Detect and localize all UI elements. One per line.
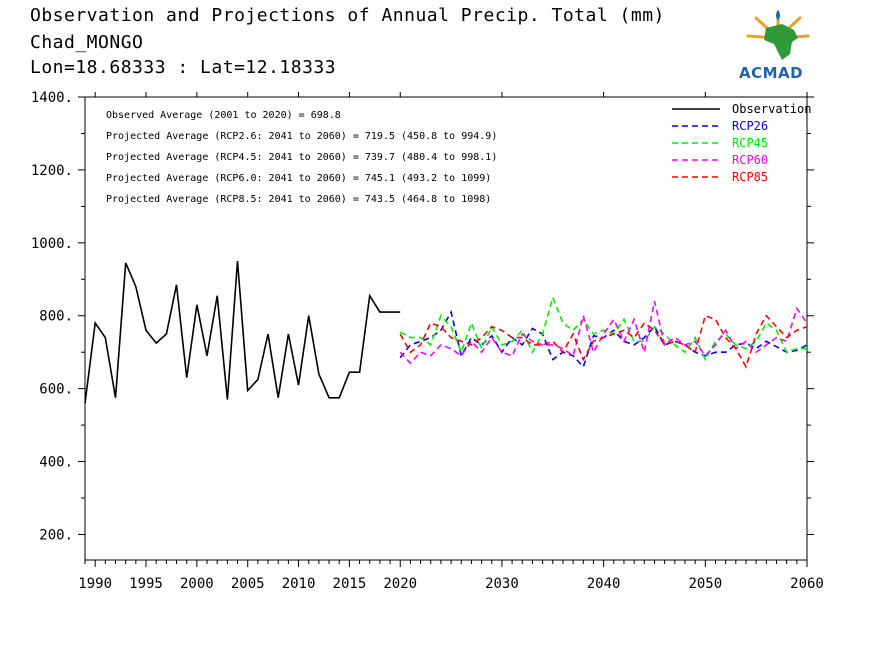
y-tick-label: 1200. bbox=[31, 163, 73, 179]
y-tick-label: 400. bbox=[39, 455, 73, 471]
y-tick-label: 600. bbox=[39, 382, 73, 398]
average-annotation: Projected Average (RCP8.5: 2041 to 2060)… bbox=[106, 194, 491, 205]
y-tick-label: 1000. bbox=[31, 236, 73, 252]
average-annotation: Projected Average (RCP2.6: 2041 to 2060)… bbox=[106, 131, 497, 142]
series-line-rcp45 bbox=[399, 294, 807, 362]
x-tick-label: 2040 bbox=[587, 576, 621, 592]
legend-label-rcp26: RCP26 bbox=[732, 119, 768, 133]
average-annotation: Projected Average (RCP6.0: 2041 to 2060)… bbox=[106, 173, 491, 184]
x-tick-label: 2000 bbox=[180, 576, 214, 592]
legend-label-rcp60: RCP60 bbox=[732, 153, 768, 167]
legend-label-rcp85: RCP85 bbox=[732, 170, 768, 184]
x-tick-label: 2050 bbox=[688, 576, 722, 592]
average-annotation: Observed Average (2001 to 2020) = 698.8 bbox=[106, 110, 341, 121]
station-name: Chad_MONGO bbox=[30, 32, 144, 53]
x-tick-label: 2015 bbox=[333, 576, 367, 592]
acmad-logo bbox=[738, 8, 818, 83]
plot-frame bbox=[84, 96, 808, 561]
x-tick-label: 2060 bbox=[790, 576, 824, 592]
acmad-logo-text: ACMAD bbox=[739, 64, 804, 82]
y-tick-label: 1400. bbox=[31, 90, 73, 106]
station-coordinates: Lon=18.68333 : Lat=12.18333 bbox=[30, 57, 337, 78]
series-line-rcp60 bbox=[399, 301, 808, 365]
x-tick-label: 2010 bbox=[282, 576, 316, 592]
x-tick-label: 2020 bbox=[383, 576, 417, 592]
y-tick-label: 200. bbox=[39, 527, 73, 543]
average-annotation: Projected Average (RCP4.5: 2041 to 2060)… bbox=[106, 152, 497, 163]
x-tick-label: 2005 bbox=[231, 576, 265, 592]
series-line-rcp85 bbox=[399, 314, 808, 369]
chart-title: Observation and Projections of Annual Pr… bbox=[30, 5, 665, 26]
y-tick-label: 800. bbox=[39, 309, 73, 325]
x-tick-label: 1995 bbox=[129, 576, 163, 592]
series-line-rcp26 bbox=[399, 309, 808, 369]
x-tick-label: 1990 bbox=[78, 576, 112, 592]
x-tick-label: 2030 bbox=[485, 576, 519, 592]
legend-label-rcp45: RCP45 bbox=[732, 136, 768, 150]
legend-label-observation: Observation bbox=[732, 102, 811, 116]
series-line-observation bbox=[84, 261, 401, 404]
